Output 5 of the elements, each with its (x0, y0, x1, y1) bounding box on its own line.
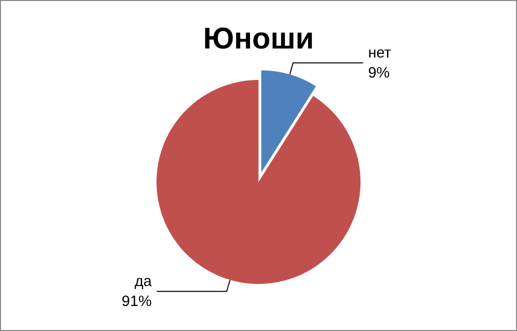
slice-label: да (134, 272, 152, 290)
data-label: 9% (368, 64, 390, 82)
slice-label: нет (368, 44, 392, 62)
chart-title: Юноши (203, 22, 314, 56)
data-label: 91% (122, 292, 152, 310)
